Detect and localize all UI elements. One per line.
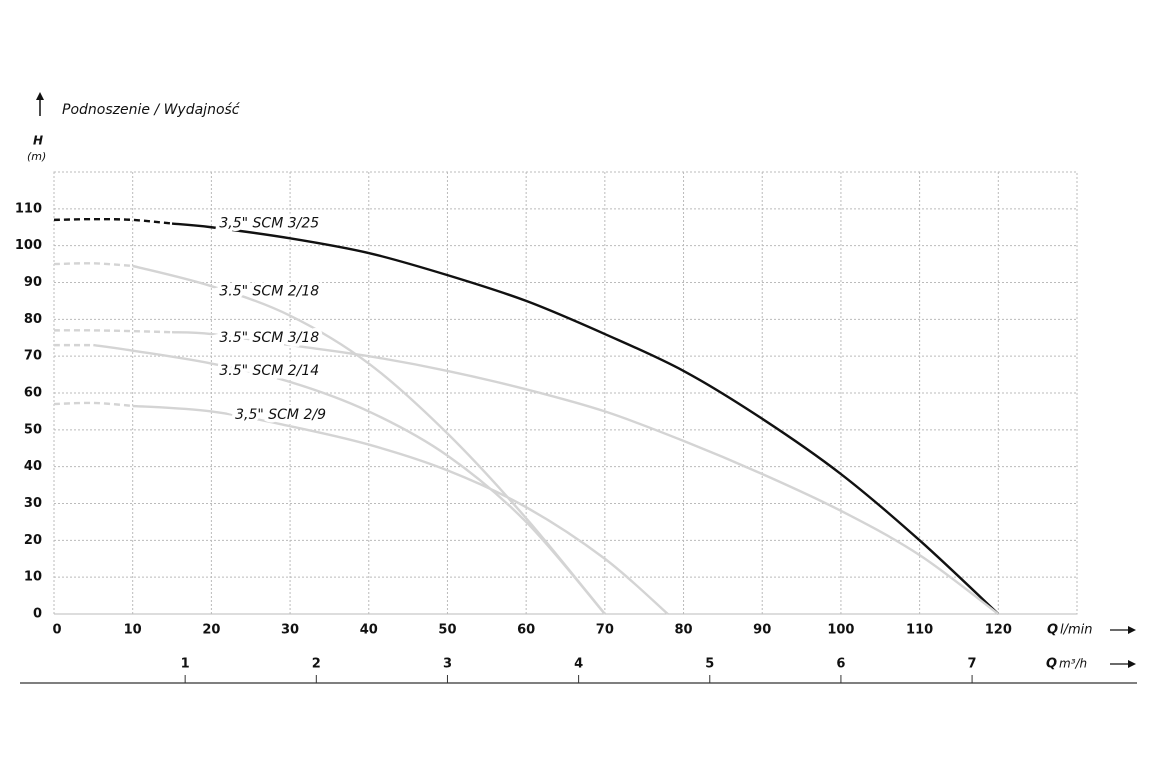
x2-tick-label: 2 (312, 657, 321, 672)
x2-tick-label: 6 (836, 657, 845, 672)
x2-tick-label: 7 (968, 657, 977, 672)
x-tick-label: 50 (438, 623, 456, 638)
y-tick-label: 70 (24, 349, 42, 364)
x-axis-symbol: Q (1047, 623, 1058, 638)
x-tick-label: 100 (827, 623, 854, 638)
curve (93, 343, 606, 615)
curve-label: 3.5" SCM 2/14 (219, 363, 319, 379)
x-tick-label: 120 (985, 623, 1012, 638)
y-tick-label: 90 (24, 275, 42, 290)
curve-dashed (53, 262, 133, 268)
curve-label: 3,5" SCM 3/25 (219, 216, 319, 232)
x-tick-label: 30 (281, 623, 299, 638)
x-axis-unit: l/min (1060, 623, 1093, 638)
y-tick-label: 100 (15, 238, 42, 253)
y-tick-label: 60 (24, 386, 42, 401)
x-tick-label: 10 (124, 623, 142, 638)
x2-tick-label: 5 (705, 657, 714, 672)
x-tick-label: 20 (202, 623, 220, 638)
y-tick-label: 10 (24, 570, 42, 585)
chart-title: Podnoszenie / Wydajność (62, 102, 241, 118)
x-tick-label: 90 (753, 623, 771, 638)
y-tick-label: 20 (24, 533, 42, 548)
x2-axis-symbol: Q (1046, 657, 1057, 672)
x2-tick-label: 4 (574, 657, 583, 672)
x-tick-label: 0 (52, 623, 61, 638)
y-tick-label: 30 (24, 496, 42, 511)
y-tick-label: 40 (24, 459, 42, 474)
curve-label: 3.5" SCM 3/18 (219, 330, 319, 346)
curve-label: 3,5" SCM 2/9 (235, 407, 326, 423)
x2-arrow-head (1128, 660, 1136, 668)
x2-tick-label: 1 (181, 657, 190, 672)
x-tick-label: 80 (674, 623, 692, 638)
curve-dashed (53, 217, 173, 225)
curve-label: 3.5" SCM 2/18 (219, 284, 319, 300)
y-tick-label: 0 (33, 607, 42, 622)
y-tick-label: 110 (15, 201, 42, 216)
x2-axis-unit: m³/h (1059, 657, 1087, 671)
y-tick-label: 80 (24, 312, 42, 327)
y-tick-label: 50 (24, 422, 42, 437)
y-axis-unit: (m) (27, 150, 46, 163)
y-arrow-head (36, 92, 44, 100)
curve (171, 331, 1000, 615)
curve (132, 264, 606, 615)
curve (171, 222, 1000, 615)
curve-dashed (53, 401, 133, 408)
y-axis-label: H (33, 134, 43, 148)
curve-dashed (53, 329, 173, 334)
x-tick-label: 110 (906, 623, 933, 638)
x-tick-label: 60 (517, 623, 535, 638)
x-tick-label: 40 (360, 623, 378, 638)
x2-tick-label: 3 (443, 657, 452, 672)
x-tick-label: 70 (596, 623, 614, 638)
curve (132, 404, 669, 615)
x-arrow-head (1128, 626, 1136, 634)
